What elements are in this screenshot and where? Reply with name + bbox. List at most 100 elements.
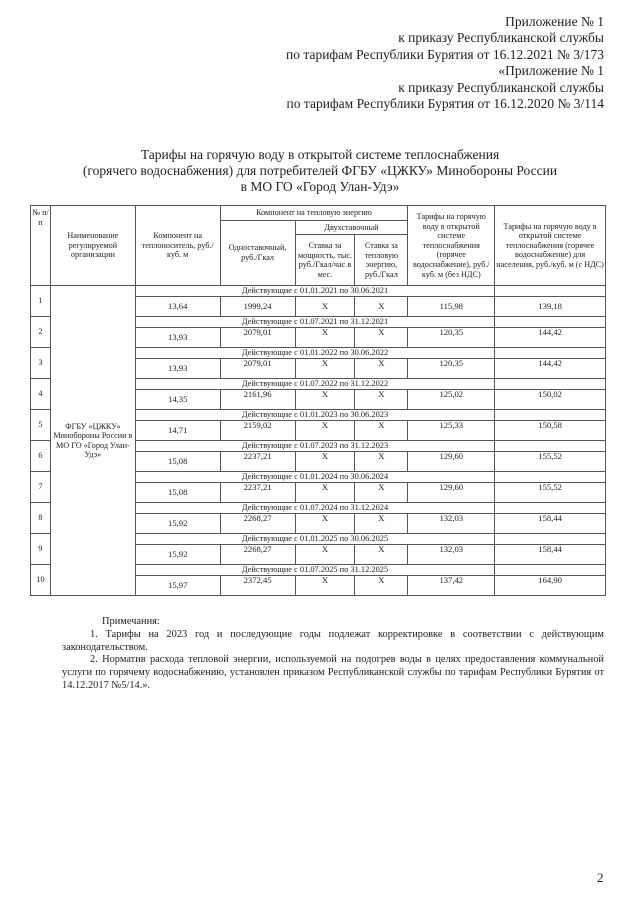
tariff-population-value: 144,42	[494, 327, 606, 349]
header-tariff-no-vat: Тарифы на горячую воду в открытой систем…	[407, 204, 496, 287]
single-rate-value: 2159,02	[219, 420, 296, 442]
period-row: 9 Действующие с 01.01.2025 по 30.06.2025	[30, 533, 606, 566]
power-rate-value: X	[294, 358, 356, 380]
power-rate-value: X	[294, 482, 356, 504]
tariff-population-value: 139,18	[494, 296, 606, 318]
tariff-value: 125,02	[407, 389, 496, 411]
table-row: 15,08 2237,21 X X 129,60 155,52	[31, 482, 606, 504]
title-line: в МО ГО «Город Улан-Удэ»	[240, 179, 400, 194]
energy-rate-value: X	[354, 544, 409, 566]
tariff-population-value: 155,52	[494, 482, 606, 504]
single-rate-value: 2161,96	[219, 389, 296, 411]
carrier-value: 14,71	[134, 420, 221, 442]
power-rate-value: X	[294, 513, 356, 535]
row-number: 10	[30, 564, 51, 597]
header-org: Наименование регулируемой организации	[49, 204, 136, 287]
tariff-population-value: 155,52	[494, 451, 606, 473]
row-number: 9	[30, 533, 51, 566]
header-heat-group: Компонент на тепловую энергию	[219, 205, 409, 221]
header-line: Приложение № 1	[505, 14, 604, 29]
period-row: 10 Действующие с 01.07.2025 по 31.12.2025	[30, 564, 606, 597]
note-item: 2. Норматив расхода тепловой энергии, ис…	[62, 654, 604, 691]
header-line: к приказу Республиканской службы	[398, 30, 604, 46]
single-rate-value: 2237,21	[219, 451, 296, 473]
single-rate-value: 1999,24	[219, 296, 296, 318]
note-item: 1. Тарифы на 2023 год и последующие годы…	[62, 628, 604, 653]
carrier-value: 14,35	[134, 389, 221, 411]
row-number: 4	[30, 378, 51, 411]
period-label: Действующие с 01.07.2021 по 31.12.2021	[134, 316, 496, 329]
period-label: Действующие с 01.01.2021 по 30.06.2021	[134, 285, 496, 298]
period-label: Действующие с 01.01.2024 по 30.06.2024	[134, 471, 496, 484]
carrier-value: 15,08	[134, 451, 221, 473]
single-rate-value: 2268,27	[219, 513, 296, 535]
single-rate-value: 2079,01	[219, 358, 296, 380]
energy-rate-value: X	[354, 296, 409, 318]
carrier-value: 15,92	[134, 513, 221, 535]
tariff-value: 132,03	[407, 544, 496, 566]
row-number: 8	[30, 502, 51, 535]
carrier-value: 13,93	[134, 327, 221, 349]
tariff-value: 129,60	[407, 451, 496, 473]
period-row: 5 Действующие с 01.01.2023 по 30.06.2023	[30, 409, 606, 442]
table-row: 15,97 2372,45 X X 137,42 164,90	[31, 575, 606, 597]
empty-cell	[494, 564, 606, 577]
carrier-value: 15,92	[134, 544, 221, 566]
row-number: 3	[30, 347, 51, 380]
empty-cell	[494, 378, 606, 391]
header-two-rate: Двухставочный	[294, 219, 409, 236]
notes: Примечания: 1. Тарифы на 2023 год и посл…	[62, 616, 604, 693]
single-rate-value: 2268,27	[219, 544, 296, 566]
energy-rate-value: X	[354, 389, 409, 411]
header-power-rate: Ставка за мощность, тыс. руб./Гкал/час в…	[294, 234, 356, 287]
period-label: Действующие с 01.01.2023 по 30.06.2023	[134, 409, 496, 422]
tariff-value: 129,60	[407, 482, 496, 504]
power-rate-value: X	[294, 451, 356, 473]
row-number: 5	[30, 409, 51, 442]
empty-cell	[494, 502, 606, 515]
row-number: 7	[30, 471, 51, 504]
row-number: 6	[30, 440, 51, 473]
tariff-value: 120,35	[407, 327, 496, 349]
carrier-value: 15,08	[134, 482, 221, 504]
document-title: Тарифы на горячую воду в открытой систем…	[0, 147, 640, 195]
period-label: Действующие с 01.07.2022 по 31.12.2022	[134, 378, 496, 391]
energy-rate-value: X	[354, 451, 409, 473]
organization-name: ФГБУ «ЦЖКУ» Минобороны России в МО ГО «Г…	[49, 285, 136, 597]
tariff-value: 120,35	[407, 358, 496, 380]
energy-rate-value: X	[354, 420, 409, 442]
empty-cell	[494, 440, 606, 453]
period-label: Действующие с 01.01.2025 по 30.06.2025	[134, 533, 496, 546]
title-line: Тарифы на горячую воду в открытой систем…	[140, 147, 500, 162]
tariff-value: 132,03	[407, 513, 496, 535]
empty-cell	[494, 471, 606, 484]
table-row: 15,92 2268,27 X X 132,03 158,44	[31, 544, 606, 566]
tariff-table: № п/п Наименование регулируемой организа…	[30, 204, 606, 597]
carrier-value: 13,93	[134, 358, 221, 380]
single-rate-value: 2079,01	[219, 327, 296, 349]
header-line: по тарифам Республики Бурятия от 16.12.2…	[286, 96, 604, 112]
empty-cell	[494, 316, 606, 329]
power-rate-value: X	[294, 327, 356, 349]
header-line: к приказу Республиканской службы	[398, 79, 604, 95]
power-rate-value: X	[294, 544, 356, 566]
header-carrier: Компонент на теплоноситель, руб./куб. м	[134, 204, 221, 287]
header-energy-rate: Ставка за тепловую энергию, руб./Гкал	[354, 234, 409, 287]
energy-rate-value: X	[354, 482, 409, 504]
header-single-rate: Одноставочный, руб./Гкал	[219, 219, 296, 287]
energy-rate-value: X	[354, 358, 409, 380]
notes-heading: Примечания:	[102, 616, 160, 627]
power-rate-value: X	[294, 296, 356, 318]
tariff-population-value: 158,44	[494, 544, 606, 566]
carrier-value: 15,97	[134, 575, 221, 597]
tariff-population-value: 150,58	[494, 420, 606, 442]
table-row: 15,92 2268,27 X X 132,03 158,44	[31, 513, 606, 535]
period-row: 6 Действующие с 01.07.2023 по 31.12.2023	[30, 440, 606, 473]
period-label: Действующие с 01.07.2023 по 31.12.2023	[134, 440, 496, 453]
row-number: 1	[30, 285, 51, 318]
header-tariff-population: Тарифы на горячую воду в открытой систем…	[494, 204, 606, 287]
carrier-value: 13,64	[134, 296, 221, 318]
tariff-population-value: 150,02	[494, 389, 606, 411]
empty-cell	[494, 347, 606, 360]
energy-rate-value: X	[354, 327, 409, 349]
